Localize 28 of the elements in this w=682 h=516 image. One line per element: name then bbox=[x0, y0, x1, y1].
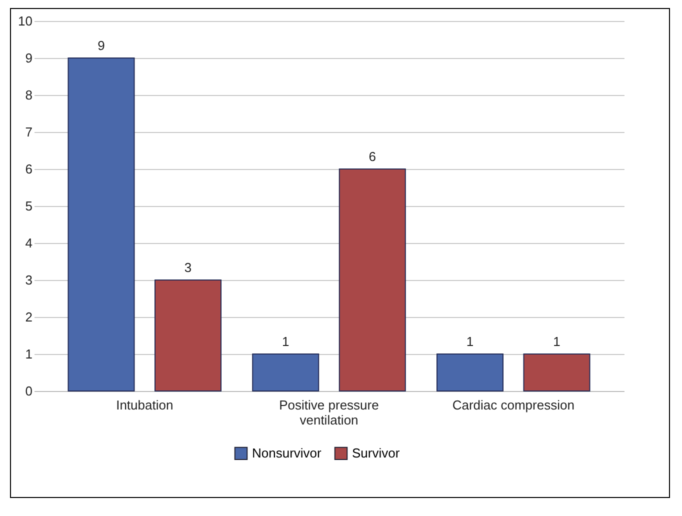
bar bbox=[68, 58, 135, 392]
bar bbox=[252, 354, 320, 392]
y-tick-label: 10 bbox=[18, 14, 32, 28]
y-tick-label: 5 bbox=[25, 198, 32, 214]
data-label: 3 bbox=[184, 260, 192, 275]
x-tick-label: Cardiac compression bbox=[452, 398, 574, 412]
data-label: 1 bbox=[553, 334, 560, 349]
legend-label: Survivor bbox=[352, 445, 400, 460]
y-tick-label: 1 bbox=[25, 346, 32, 362]
bar bbox=[338, 168, 406, 392]
y-tick-label: 3 bbox=[25, 272, 32, 288]
data-label: 1 bbox=[282, 334, 290, 349]
y-tick-label: 7 bbox=[25, 124, 32, 140]
data-label: 6 bbox=[368, 149, 376, 164]
legend-label: Nonsurvivor bbox=[252, 445, 322, 460]
y-tick-label: 4 bbox=[25, 236, 32, 250]
y-tick-label: 9 bbox=[25, 50, 32, 66]
y-tick-label: 0 bbox=[25, 384, 32, 398]
y-tick-label: 6 bbox=[25, 162, 32, 176]
bar bbox=[523, 354, 590, 392]
y-tick-label: 8 bbox=[25, 88, 32, 102]
bar bbox=[436, 354, 504, 392]
data-label: 1 bbox=[466, 334, 474, 349]
y-tick-label: 2 bbox=[25, 310, 32, 324]
data-label: 9 bbox=[98, 38, 105, 53]
x-tick-label: Intubation bbox=[116, 398, 174, 412]
x-tick-label: Positive pressure ventilation bbox=[279, 398, 379, 428]
bar bbox=[154, 280, 222, 392]
